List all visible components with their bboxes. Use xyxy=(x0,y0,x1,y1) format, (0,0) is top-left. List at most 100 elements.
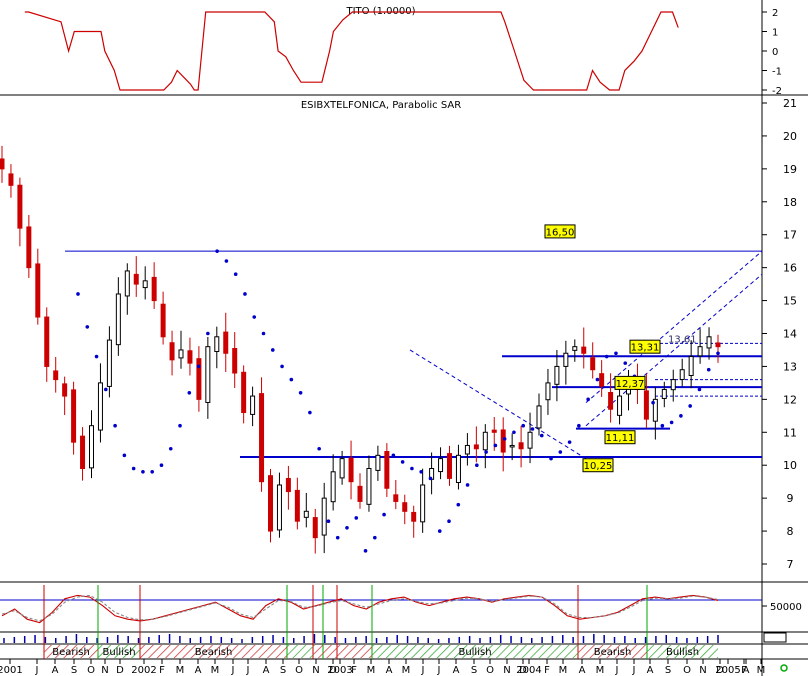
candle-body xyxy=(384,451,390,489)
x-tick-label: A xyxy=(647,665,654,676)
candle-body xyxy=(482,431,488,451)
level-label-text: 16,50 xyxy=(546,227,575,238)
sar-dot xyxy=(484,450,488,454)
candle-body xyxy=(715,342,721,348)
candle-body xyxy=(178,349,184,359)
level-label-box xyxy=(604,430,636,445)
candle-body xyxy=(688,356,694,377)
level-label-text: 10,25 xyxy=(584,461,613,472)
sar-dot xyxy=(660,423,665,428)
sar-dot xyxy=(335,535,340,540)
candle-body xyxy=(608,391,614,410)
x-tick-label: J xyxy=(246,665,250,676)
candle-body xyxy=(679,369,685,380)
candle-body xyxy=(17,184,23,229)
candle-body xyxy=(321,497,327,536)
candle-body xyxy=(89,425,94,469)
sar-dot xyxy=(623,361,628,365)
sar-dot xyxy=(716,351,720,356)
oscillator-lines xyxy=(1,594,719,624)
sar-dot xyxy=(586,397,590,402)
partial-level-label: 13,61 xyxy=(668,334,697,345)
x-tick-label: O xyxy=(87,665,95,676)
x-tick-label: J xyxy=(632,665,636,676)
candle-body xyxy=(509,444,515,448)
candle-body xyxy=(26,226,32,269)
sar-dot xyxy=(363,549,368,553)
x-tick-label: J xyxy=(615,665,619,676)
candle-body xyxy=(554,365,560,385)
sar-dot xyxy=(104,387,108,392)
x-tick-label: J xyxy=(35,665,39,676)
x-tick-label: A xyxy=(579,665,586,676)
regime-label: Bearish xyxy=(195,647,233,658)
sar-dot xyxy=(391,453,396,458)
candle-body xyxy=(697,346,703,357)
x-tick-label: S xyxy=(71,665,77,676)
level-label-text: 12,37 xyxy=(616,379,645,390)
regime-band: Bearish Bullish Bearish Bullish Bearish Bulli… xyxy=(44,645,718,658)
regime-label: Bearish xyxy=(594,647,632,658)
candle-body xyxy=(196,358,202,400)
candle-body xyxy=(106,339,112,387)
x-tick-label: D xyxy=(519,665,527,676)
sar-dot xyxy=(76,292,80,296)
sar-dot xyxy=(215,249,219,253)
sar-dot xyxy=(475,463,479,468)
price-tick-label: 21 xyxy=(783,97,797,110)
x-tick-label: D xyxy=(116,665,124,676)
sar-dot xyxy=(558,450,563,454)
candle-body xyxy=(71,389,77,443)
candle-body xyxy=(312,517,318,539)
sar-dot xyxy=(577,423,581,428)
candle-body xyxy=(393,494,399,502)
candle-body xyxy=(268,475,273,532)
sar-dot xyxy=(373,535,377,540)
x-tick-label: 2001 xyxy=(0,665,23,676)
candle-body xyxy=(375,454,381,471)
x-tick-label: 2002 xyxy=(131,665,156,676)
regime-segment xyxy=(287,645,313,658)
price-tick-label: 11 xyxy=(783,426,797,439)
sar-dot xyxy=(521,423,526,428)
sar-dot xyxy=(317,446,321,451)
sar-dot xyxy=(94,354,99,359)
candle-body xyxy=(0,158,5,170)
x-tick-label: N xyxy=(503,665,510,676)
candle-body xyxy=(447,453,452,479)
candle-body xyxy=(205,346,211,403)
candle-body xyxy=(617,395,623,416)
regime-label: Bullish xyxy=(102,647,135,658)
x-tick-label: S xyxy=(280,665,286,676)
x-tick-label: A xyxy=(743,665,750,676)
sar-dot xyxy=(410,466,414,471)
candle-body xyxy=(232,348,238,374)
candle-body xyxy=(706,336,712,349)
regime-segment xyxy=(578,645,647,658)
candle-body xyxy=(35,263,41,318)
regime-label: Bullish xyxy=(458,647,491,658)
regime-segment xyxy=(647,645,718,658)
candle-body xyxy=(464,444,470,455)
candle-body xyxy=(348,457,354,483)
x-tick-label: 2003 xyxy=(327,665,352,676)
sar-dot xyxy=(456,502,461,507)
sar-dot xyxy=(113,423,117,428)
candle-body xyxy=(420,484,426,523)
candle-body xyxy=(80,435,86,470)
x-tick-label: J xyxy=(437,665,441,676)
oscillator-panel: 50000 xyxy=(0,594,802,624)
x-tick-label: D xyxy=(329,665,337,676)
x-tick-label: O xyxy=(486,665,494,676)
price-tick-label: 10 xyxy=(783,459,797,472)
candle-body xyxy=(276,484,282,531)
candle-body xyxy=(8,173,14,186)
sar-dot xyxy=(604,354,609,359)
candle-body xyxy=(250,395,256,415)
trend-line xyxy=(585,273,763,427)
level-label-text: 13,31 xyxy=(631,343,660,354)
sar-dot xyxy=(141,470,145,474)
oscillator-y-ticks: 50000 xyxy=(762,602,802,613)
x-tick-label: F xyxy=(544,665,550,676)
